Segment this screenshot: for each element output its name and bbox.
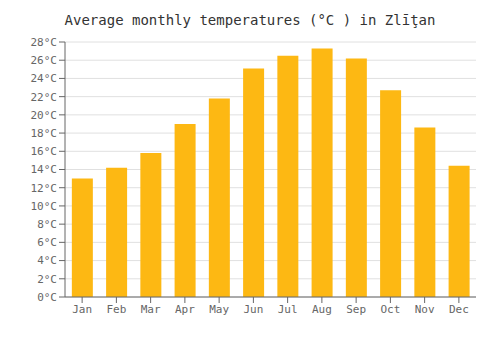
svg-text:16°C: 16°C bbox=[31, 145, 58, 158]
svg-text:22°C: 22°C bbox=[31, 91, 58, 104]
html-text:Average monthly temperatures (: Average monthly temperatures (°C ) in Zl… bbox=[64, 12, 436, 28]
svg-text:May: May bbox=[209, 303, 229, 316]
svg-text:18°C: 18°C bbox=[31, 127, 58, 140]
svg-text:10°C: 10°C bbox=[31, 200, 58, 213]
svg-text:6°C: 6°C bbox=[37, 236, 57, 249]
svg-text:Jun: Jun bbox=[243, 303, 263, 316]
svg-text:4°C: 4°C bbox=[37, 254, 57, 267]
svg-text:20°C: 20°C bbox=[31, 109, 58, 122]
svg-text:8°C: 8°C bbox=[37, 218, 57, 231]
svg-text:2°C: 2°C bbox=[37, 273, 57, 286]
svg-text:Nov: Nov bbox=[415, 303, 435, 316]
svg-text:Oct: Oct bbox=[380, 303, 400, 316]
svg-text:28°C: 28°C bbox=[31, 36, 58, 49]
svg-text:Jan: Jan bbox=[72, 303, 92, 316]
svg-text:Feb: Feb bbox=[106, 303, 126, 316]
svg-text:26°C: 26°C bbox=[31, 54, 58, 67]
svg-text:Apr: Apr bbox=[175, 303, 195, 316]
svg-text:0°C: 0°C bbox=[37, 291, 57, 304]
svg-text:Jul: Jul bbox=[278, 303, 298, 316]
svg-text:24°C: 24°C bbox=[31, 72, 58, 85]
svg-text:12°C: 12°C bbox=[31, 182, 58, 195]
svg-text:Dec: Dec bbox=[449, 303, 469, 316]
svg-text:Sep: Sep bbox=[346, 303, 366, 316]
svg-text:14°C: 14°C bbox=[31, 163, 58, 176]
svg-text:Aug: Aug bbox=[312, 303, 332, 316]
svg-text:Mar: Mar bbox=[141, 303, 161, 316]
